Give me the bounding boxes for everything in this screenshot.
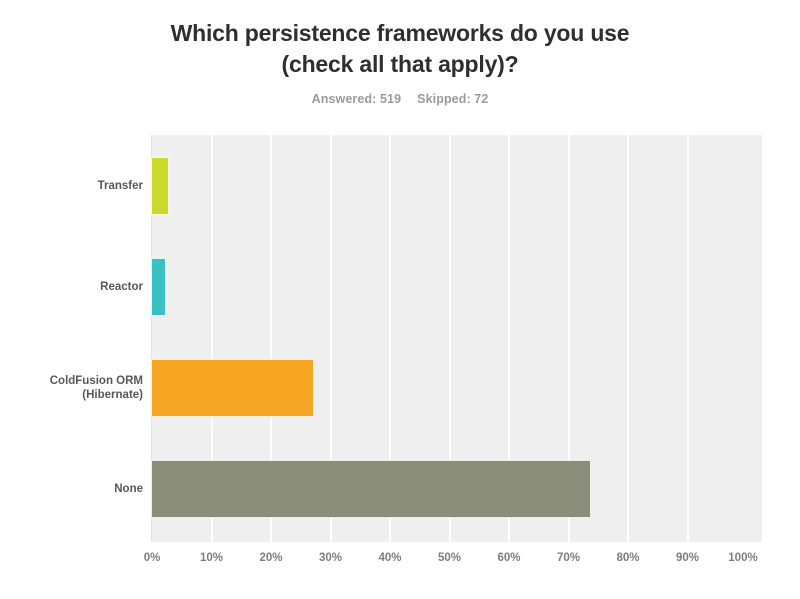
x-axis-tick-labels: 0% 10% 20% 30% 40% 50% 60% 70% 80% 90% 1… <box>144 552 762 576</box>
gridline-10 <box>210 135 213 542</box>
y-axis-label-transfer: Transfer <box>0 179 143 193</box>
x-axis-gridlines <box>151 135 762 542</box>
y-axis-label-coldfusion-orm: ColdFusion ORM (Hibernate) <box>0 374 143 402</box>
y-axis-category-labels: Transfer Reactor ColdFusion ORM (Hiberna… <box>0 135 143 542</box>
gridline-80 <box>627 135 629 542</box>
bar-coldfusion-orm[interactable] <box>151 359 315 417</box>
plot-area <box>151 135 762 542</box>
x-tick-90: 90% <box>675 552 700 564</box>
gridline-60 <box>508 135 510 542</box>
skipped-count-label: Skipped: 72 <box>417 92 489 106</box>
bar-series <box>151 135 762 542</box>
y-axis-label-none: None <box>0 482 143 496</box>
chart-header: Which persistence frameworks do you use … <box>0 18 800 106</box>
gridline-90 <box>686 135 689 542</box>
y-axis-label-coldfusion-orm-line-1: ColdFusion ORM <box>49 375 143 387</box>
x-tick-70: 70% <box>556 552 581 564</box>
x-tick-30: 30% <box>318 552 343 564</box>
x-tick-50: 50% <box>437 552 462 564</box>
chart-subtitle: Answered: 519 Skipped: 72 <box>0 92 800 106</box>
gridline-40 <box>389 135 391 542</box>
bar-reactor[interactable] <box>151 258 167 316</box>
x-tick-60: 60% <box>497 552 521 564</box>
x-tick-20: 20% <box>259 552 283 564</box>
x-tick-40: 40% <box>378 552 402 564</box>
y-axis-label-reactor-text: Reactor <box>100 281 143 293</box>
x-tick-100: 100% <box>728 552 758 564</box>
y-axis-label-none-text: None <box>114 483 143 495</box>
answered-count-label: Answered: 519 <box>311 92 402 106</box>
chart-title: Which persistence frameworks do you use … <box>0 18 800 80</box>
x-tick-80: 80% <box>616 552 640 564</box>
y-axis-label-coldfusion-orm-line-2: (Hibernate) <box>82 389 143 401</box>
gridline-50 <box>448 135 451 542</box>
chart-title-line-1: Which persistence frameworks do you use <box>170 20 630 46</box>
gridline-30 <box>329 135 332 542</box>
y-axis-label-reactor: Reactor <box>0 280 143 294</box>
gridline-70 <box>567 135 570 542</box>
bar-transfer[interactable] <box>151 157 170 215</box>
chart-title-line-2: (check all that apply)? <box>281 51 519 77</box>
x-tick-10: 10% <box>199 552 224 564</box>
bar-none[interactable] <box>151 460 591 518</box>
gridline-20 <box>270 135 272 542</box>
gridline-0 <box>151 135 152 542</box>
y-axis-label-transfer-text: Transfer <box>97 180 143 192</box>
x-tick-0: 0% <box>143 552 161 564</box>
